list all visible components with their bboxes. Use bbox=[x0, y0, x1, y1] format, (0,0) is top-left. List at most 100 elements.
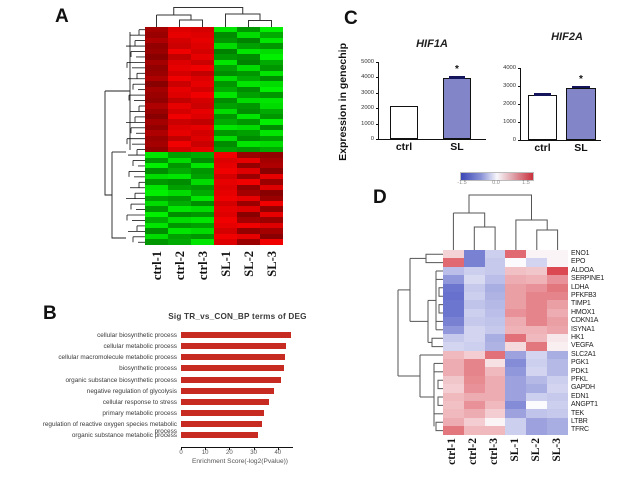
heatmap-cell bbox=[145, 130, 168, 136]
heatmap-cell bbox=[145, 228, 168, 234]
heatmap-row bbox=[443, 342, 568, 351]
heatmap-cell bbox=[214, 119, 237, 125]
heatmap-cell bbox=[547, 417, 568, 427]
heatmap-cell bbox=[547, 266, 568, 276]
heatmap-cell bbox=[214, 32, 237, 38]
x-tick bbox=[277, 447, 279, 450]
heatmap-cell bbox=[505, 375, 527, 385]
heatmap-cell bbox=[260, 206, 283, 212]
y-tick-label: 2000 bbox=[503, 101, 516, 107]
heatmap-cell bbox=[463, 409, 485, 418]
gene-label: ANGPT1 bbox=[571, 401, 598, 409]
heatmap-cell bbox=[463, 258, 485, 267]
ctrl-bar bbox=[390, 105, 418, 139]
heatmap-cell bbox=[484, 359, 506, 368]
heatmap-cell bbox=[443, 417, 464, 427]
heatmap-cell bbox=[237, 146, 260, 153]
heatmap-cell bbox=[526, 392, 548, 402]
heatmap-cell bbox=[145, 233, 168, 240]
sl-bar bbox=[443, 78, 471, 139]
heatmap-cell bbox=[214, 70, 237, 76]
y-tick-label: 1000 bbox=[361, 120, 374, 127]
heatmap-cell bbox=[191, 70, 214, 76]
heatmap-cell bbox=[547, 359, 568, 368]
heatmap-cell bbox=[547, 283, 568, 292]
y-tick-label: 0 bbox=[370, 136, 374, 142]
heatmap-cell bbox=[191, 201, 214, 207]
heatmap-cell bbox=[484, 258, 506, 267]
heatmap-cell bbox=[463, 283, 485, 292]
heatmap-cell bbox=[145, 103, 168, 109]
heatmap-cell bbox=[505, 350, 527, 360]
heatmap-cell bbox=[191, 59, 214, 66]
heatmap-cell bbox=[463, 375, 485, 385]
heatmap-cell bbox=[168, 201, 191, 207]
hif1a-title: HIF1A bbox=[416, 38, 448, 50]
heatmap-cell bbox=[214, 114, 237, 120]
heatmap-cell bbox=[191, 37, 214, 44]
heatmap-row bbox=[443, 426, 568, 435]
heatmap-cell bbox=[443, 375, 464, 385]
heatmap-cell bbox=[214, 103, 237, 109]
heatmap-cell bbox=[463, 333, 485, 343]
heatmap-cell bbox=[526, 266, 548, 276]
heatmap-cell bbox=[191, 211, 214, 218]
heatmap-cell bbox=[260, 211, 283, 218]
heatmap-cell bbox=[191, 97, 214, 104]
heatmap-cell bbox=[191, 141, 214, 147]
bar-category-label: negative regulation of glycolysis bbox=[86, 387, 177, 395]
column-label: SL-1 bbox=[508, 438, 521, 462]
heatmap-cell bbox=[505, 333, 527, 343]
heatmap-cell bbox=[237, 108, 260, 114]
heatmap-cell bbox=[260, 179, 283, 185]
heatmap-row bbox=[145, 48, 283, 55]
heatmap-cell bbox=[145, 114, 168, 120]
heatmap-cell bbox=[484, 401, 506, 410]
heatmap-cell bbox=[214, 233, 237, 240]
y-axis bbox=[378, 62, 379, 140]
heatmap-cell bbox=[443, 291, 464, 301]
heatmap-row bbox=[145, 27, 283, 33]
heatmap-cell bbox=[145, 124, 168, 131]
heatmap-cell bbox=[145, 239, 168, 245]
heatmap-cell bbox=[526, 384, 548, 393]
heatmap-cell bbox=[191, 228, 214, 234]
panel-b: B Sig TR_vs_CON_BP terms of DEG cellular… bbox=[35, 300, 330, 488]
y-tick bbox=[375, 108, 378, 110]
heatmap-cell bbox=[191, 43, 214, 49]
heatmap-cell bbox=[214, 146, 237, 153]
heatmap-cell bbox=[191, 48, 214, 55]
heatmap-cell bbox=[547, 426, 568, 435]
heatmap-cell bbox=[145, 162, 168, 169]
gene-label: PGK1 bbox=[571, 359, 589, 367]
heatmap-cell bbox=[237, 86, 260, 93]
heatmap-row bbox=[145, 75, 283, 82]
heatmap-cell bbox=[526, 426, 548, 435]
heatmap-row bbox=[443, 308, 568, 318]
gene-label: SLC2A1 bbox=[571, 350, 596, 358]
heatmap-cell bbox=[168, 48, 191, 55]
heatmap-cell bbox=[484, 375, 506, 385]
bar bbox=[181, 421, 263, 428]
panel-b-label: B bbox=[43, 303, 57, 324]
heatmap-row bbox=[443, 375, 568, 385]
heatmap-cell bbox=[484, 392, 506, 402]
heatmap-cell bbox=[505, 342, 527, 351]
bar bbox=[181, 432, 259, 439]
heatmap-cell bbox=[443, 359, 464, 368]
heatmap-cell bbox=[168, 70, 191, 76]
heatmap-cell bbox=[168, 233, 191, 240]
heatmap-cell bbox=[260, 201, 283, 207]
heatmap-cell bbox=[191, 108, 214, 114]
column-label: ctrl-3 bbox=[488, 438, 501, 465]
heatmap-cell bbox=[237, 239, 260, 245]
heatmap-cell bbox=[145, 75, 168, 82]
heatmap-row bbox=[443, 333, 568, 343]
heatmap-cell bbox=[191, 239, 214, 245]
heatmap-cell bbox=[191, 146, 214, 153]
heatmap-cell bbox=[237, 43, 260, 49]
heatmap-cell bbox=[191, 206, 214, 212]
heatmap-cell bbox=[145, 70, 168, 76]
bar-category-label: cellular metabolic process bbox=[103, 343, 177, 351]
heatmap-row bbox=[145, 43, 283, 49]
